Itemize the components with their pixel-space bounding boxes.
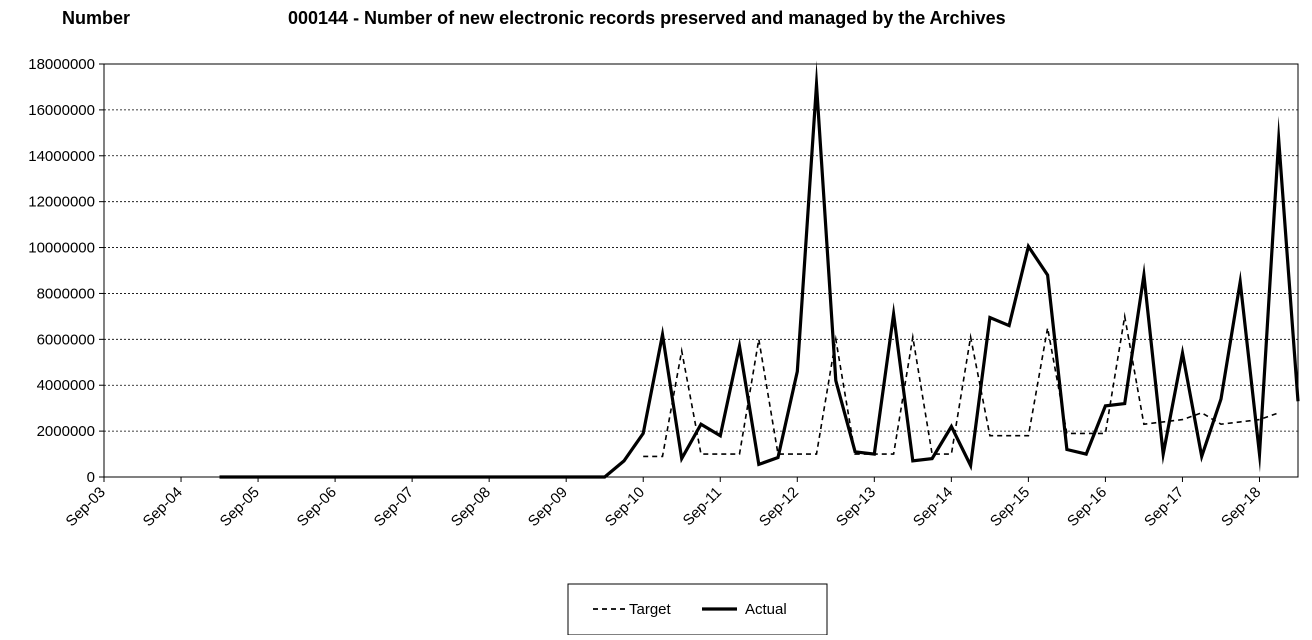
y-tick-label: 18000000: [28, 56, 95, 73]
y-tick-label: 14000000: [28, 148, 95, 165]
y-tick-label: 8000000: [37, 285, 95, 302]
y-tick-label: 6000000: [37, 331, 95, 348]
legend-target-label: Target: [629, 601, 672, 618]
y-axis-label: Number: [62, 8, 130, 28]
x-tick-label: Sep-16: [1064, 484, 1110, 530]
legend: Target Actual: [567, 583, 828, 636]
y-tick-label: 0: [87, 469, 95, 486]
x-tick-label: Sep-13: [833, 484, 879, 530]
x-tick-label: Sep-04: [140, 484, 186, 530]
x-tick-label: Sep-12: [756, 484, 802, 530]
y-tick-label: 2000000: [37, 423, 95, 440]
y-tick-label: 16000000: [28, 102, 95, 119]
y-tick-label: 10000000: [28, 240, 95, 257]
x-tick-label: Sep-03: [63, 484, 109, 530]
x-tick-label: Sep-09: [525, 484, 571, 530]
x-tick-label: Sep-17: [1141, 484, 1187, 530]
x-tick-label: Sep-08: [448, 484, 494, 530]
y-axis: 0 2000000 4000000 6000000 8000000 10000000 120…: [28, 56, 104, 486]
series-lines: [219, 60, 1300, 479]
x-axis: Sep-03 Sep-04 Sep-05 Sep-06 Sep-07 Sep-08 Sep-…: [63, 477, 1264, 530]
x-tick-label: Sep-11: [680, 484, 725, 529]
x-tick-label: Sep-07: [371, 484, 417, 530]
x-tick-label: Sep-05: [217, 484, 263, 530]
x-tick-label: Sep-06: [294, 484, 340, 530]
gridlines: [104, 109, 1298, 432]
x-tick-label: Sep-15: [987, 484, 1033, 530]
y-tick-label: 12000000: [28, 194, 95, 211]
legend-actual-label: Actual: [745, 601, 787, 618]
series-line-target: [643, 311, 1279, 458]
chart-title: 000144 - Number of new electronic record…: [288, 8, 1006, 28]
series-line-actual: [219, 60, 1300, 479]
plot-area-border: [103, 63, 1299, 478]
x-tick-label: Sep-18: [1218, 484, 1264, 530]
y-tick-label: 4000000: [37, 377, 95, 394]
x-tick-label: Sep-14: [910, 484, 956, 530]
x-tick-label: Sep-10: [602, 484, 648, 530]
